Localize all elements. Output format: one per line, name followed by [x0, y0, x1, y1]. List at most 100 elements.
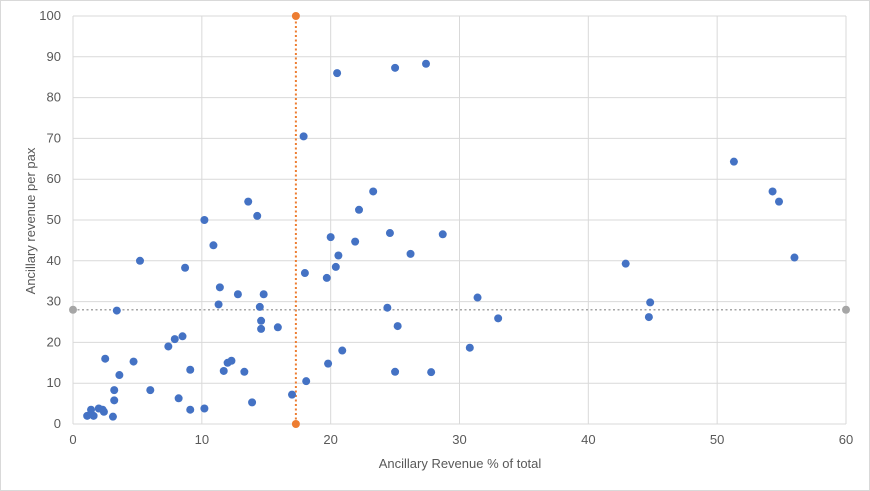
y-tick-label: 10	[47, 375, 61, 390]
data-points	[83, 59, 799, 421]
data-point	[299, 132, 308, 141]
x-tick-label: 60	[839, 432, 853, 447]
y-tick-label: 30	[47, 294, 61, 309]
data-point	[406, 249, 415, 258]
gridlines	[72, 15, 847, 425]
data-point	[391, 367, 400, 376]
data-point	[422, 59, 431, 68]
data-point	[135, 256, 144, 265]
vertical-reference-end-marker	[291, 12, 300, 20]
data-point	[383, 303, 392, 312]
data-point	[438, 230, 447, 239]
data-point	[209, 241, 218, 250]
data-point	[146, 386, 155, 395]
tick-labels: 0 10 20 30 40 50 60 70 80 90 100 0 10 20 30 40 50 60	[39, 8, 853, 447]
y-tick-label: 100	[39, 8, 61, 23]
data-point	[427, 368, 436, 377]
data-point	[227, 356, 236, 365]
x-axis-title: Ancillary Revenue % of total	[379, 456, 542, 471]
data-point	[302, 377, 311, 386]
data-point	[646, 298, 655, 307]
data-point	[391, 63, 400, 72]
data-point	[99, 407, 108, 416]
data-point	[112, 306, 121, 315]
data-point	[200, 216, 209, 224]
data-point	[257, 324, 266, 333]
data-point	[322, 273, 331, 282]
data-point	[326, 233, 335, 242]
data-point	[178, 332, 187, 341]
data-point	[108, 412, 117, 421]
y-tick-label: 50	[47, 212, 61, 227]
y-tick-label: 60	[47, 171, 61, 186]
data-point	[214, 300, 223, 309]
x-tick-label: 40	[581, 432, 595, 447]
data-point	[89, 411, 98, 420]
data-point	[288, 390, 297, 399]
data-point	[333, 69, 342, 78]
x-tick-label: 30	[452, 432, 466, 447]
x-tick-label: 50	[710, 432, 724, 447]
data-point	[170, 335, 179, 344]
vertical-reference-end-marker	[291, 420, 300, 428]
data-point	[351, 237, 360, 246]
data-point	[129, 357, 138, 366]
data-point	[334, 251, 343, 260]
data-point	[186, 405, 195, 414]
y-tick-label: 40	[47, 253, 61, 268]
horizontal-reference-end-marker	[842, 305, 850, 314]
data-point	[338, 346, 347, 355]
data-point	[110, 386, 119, 395]
data-point	[465, 343, 474, 352]
x-tick-label: 0	[69, 432, 76, 447]
data-point	[101, 354, 110, 363]
y-axis-title: Ancillary revenue per pax	[23, 147, 38, 294]
data-point	[255, 302, 264, 311]
horizontal-reference-end-marker	[69, 305, 77, 314]
data-point	[259, 290, 268, 299]
data-point	[729, 157, 738, 166]
data-point	[355, 205, 364, 214]
data-point	[110, 396, 119, 405]
data-point	[300, 269, 309, 278]
data-point	[768, 187, 777, 196]
y-tick-label: 0	[54, 416, 61, 431]
data-point	[186, 365, 195, 374]
data-point	[181, 263, 190, 272]
data-point	[644, 313, 653, 322]
data-point	[790, 253, 799, 262]
data-point	[621, 259, 630, 268]
data-point	[244, 197, 253, 206]
y-tick-label: 20	[47, 334, 61, 349]
x-tick-label: 20	[323, 432, 337, 447]
data-point	[174, 394, 183, 403]
data-point	[775, 197, 784, 206]
data-point	[219, 366, 228, 375]
y-tick-label: 80	[47, 90, 61, 105]
data-point	[164, 342, 173, 351]
data-point	[331, 262, 340, 271]
data-point	[200, 404, 209, 413]
data-point	[115, 371, 124, 380]
data-point	[473, 293, 482, 302]
data-point	[233, 290, 242, 299]
x-tick-label: 10	[195, 432, 209, 447]
data-point	[324, 359, 333, 368]
data-point	[273, 323, 282, 332]
data-point	[248, 398, 257, 407]
data-point	[240, 367, 249, 376]
data-point	[253, 211, 262, 220]
data-point	[369, 187, 378, 196]
data-point	[494, 314, 503, 323]
y-tick-label: 90	[47, 49, 61, 64]
data-point	[83, 411, 92, 420]
y-tick-label: 70	[47, 130, 61, 145]
data-point	[257, 316, 266, 325]
data-point	[215, 283, 224, 292]
reference-lines	[69, 12, 850, 428]
data-point	[385, 229, 394, 238]
data-point	[393, 322, 402, 331]
data-point	[87, 405, 96, 414]
